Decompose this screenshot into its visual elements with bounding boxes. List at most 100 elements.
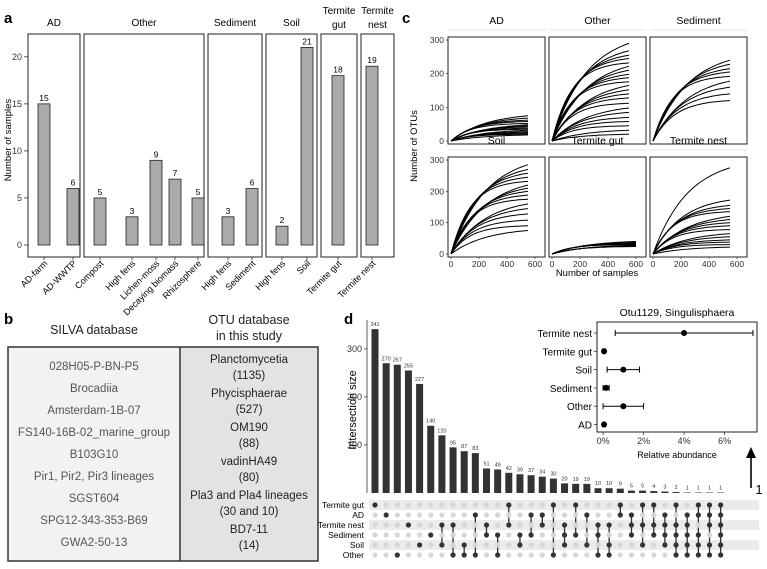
a-facet-frame (360, 33, 395, 258)
silva-row: 028H05-P-BN-P5 (49, 361, 138, 373)
d-matrix-dot-on (573, 532, 579, 538)
d-matrix-dot-on (718, 552, 724, 558)
d-matrix-dot-off (439, 512, 445, 518)
d-bar-value: 9 (619, 482, 622, 488)
a-bar (66, 188, 80, 246)
d-matrix-dot-off (405, 502, 412, 508)
d-matrix-dot-on (695, 542, 701, 548)
d-matrix-dot-off (617, 542, 623, 548)
d-matrix-dot-off (528, 552, 534, 558)
d-bar-value: 255 (404, 363, 413, 369)
c-curve (652, 100, 731, 142)
a-bar (149, 159, 163, 246)
a-facet-title-line1: Termite (361, 6, 394, 17)
d-bar-value: 270 (382, 356, 391, 362)
d-bar-value: 5 (641, 484, 644, 490)
d-matrix-dot-on (684, 522, 690, 528)
c-curve (652, 86, 731, 142)
c-curve (450, 213, 529, 255)
c-x-tick: 200 (674, 259, 688, 269)
otu-row-count: (527) (236, 404, 263, 416)
d-inset-point (681, 330, 688, 336)
otu-row-count: (1135) (233, 370, 266, 382)
a-bar-value: 9 (154, 149, 159, 159)
d-matrix-dot-on (706, 512, 713, 518)
d-inset-x-tick: 6% (718, 436, 731, 446)
a-facet-frame (27, 33, 81, 258)
d-matrix-dot-on (628, 532, 635, 538)
d-matrix-dot-on (706, 522, 713, 528)
d-matrix-dot-off (573, 552, 579, 558)
c-x-tick: 400 (500, 259, 514, 269)
d-matrix-dot-on (528, 532, 534, 538)
d-matrix-dot-off (550, 522, 557, 528)
c-y-tick: 200 (430, 69, 444, 79)
d-matrix-dot-on (439, 542, 445, 548)
d-matrix-dot-on (695, 552, 701, 558)
d-matrix-dot-on (606, 542, 612, 548)
d-matrix-dot-off (550, 542, 557, 548)
d-matrix-dot-off (394, 532, 400, 538)
a-bar (191, 197, 205, 246)
d-matrix-dot-on (651, 532, 657, 538)
d-matrix-dot-off (506, 532, 512, 538)
d-matrix-dot-off (517, 512, 523, 518)
d-bar-value: 267 (393, 358, 402, 364)
a-bar (221, 216, 235, 246)
silva-list: 028H05-P-BN-P5 Brocadiia Amsterdam-1B-07 FS… (18, 361, 170, 549)
d-matrix-dot-on (673, 502, 679, 508)
c-curve (450, 133, 528, 142)
d-set-label: AD (352, 510, 364, 520)
d-bar (483, 468, 490, 493)
d-bar (505, 472, 513, 493)
c-curve (652, 75, 731, 142)
d-bar (561, 483, 569, 493)
d-matrix-dot-off (561, 502, 568, 508)
d-matrix-dot-on (461, 552, 467, 558)
d-matrix-dot-off (651, 512, 657, 518)
silva-row: Amsterdam-1B-07 (47, 405, 140, 417)
c-x-tick: 600 (730, 259, 744, 269)
d-bar-value: 2 (675, 485, 678, 491)
d-matrix-dot-off (651, 552, 657, 558)
c-curve (551, 121, 630, 142)
d-matrix-dot-off (539, 502, 545, 508)
d-matrix-dot-off (383, 542, 389, 548)
d-bar (583, 483, 591, 493)
d-matrix-dot-off (640, 552, 646, 558)
d-matrix-dot-on (417, 542, 423, 548)
a-bar-value: 5 (196, 187, 201, 197)
d-bracket-label: 1 (755, 482, 762, 497)
d-inset-x-tick: 4% (678, 436, 691, 446)
c-curve (551, 246, 636, 255)
c-facet-frame (548, 36, 647, 145)
panel-label-b: b (4, 311, 13, 328)
d-matrix-dot-on (539, 522, 545, 528)
d-matrix-dot-off (495, 542, 501, 548)
a-bar-value: 6 (71, 178, 76, 188)
c-x-tick: 600 (528, 259, 542, 269)
d-matrix-dot-off (495, 502, 501, 508)
d-bar (371, 329, 379, 493)
d-inset-point (620, 366, 627, 373)
d-matrix-dot-on (528, 512, 534, 518)
c-facet-title: Sediment (676, 15, 720, 27)
d-inset-category: Other (567, 402, 593, 413)
d-matrix-dot-on (383, 512, 389, 518)
c-y-tick: 100 (430, 102, 444, 112)
d-matrix-dot-off (617, 522, 623, 528)
a-bar (93, 197, 107, 246)
d-matrix-dot-on (662, 512, 668, 518)
d-matrix-dot-off (450, 532, 456, 538)
d-matrix-dot-on (695, 512, 701, 518)
d-matrix-dot-on (684, 552, 690, 558)
d-y-tick: 300 (347, 344, 362, 354)
d-matrix-dot-on (517, 542, 523, 548)
otu-row-name: BD7-11 (230, 524, 268, 536)
d-matrix-dot-off (561, 512, 568, 518)
c-facet-title: Termite nest (670, 135, 727, 147)
d-matrix-dot-on (617, 512, 623, 518)
d-matrix-dot-off (584, 502, 590, 508)
d-matrix-dot-on (684, 542, 690, 548)
